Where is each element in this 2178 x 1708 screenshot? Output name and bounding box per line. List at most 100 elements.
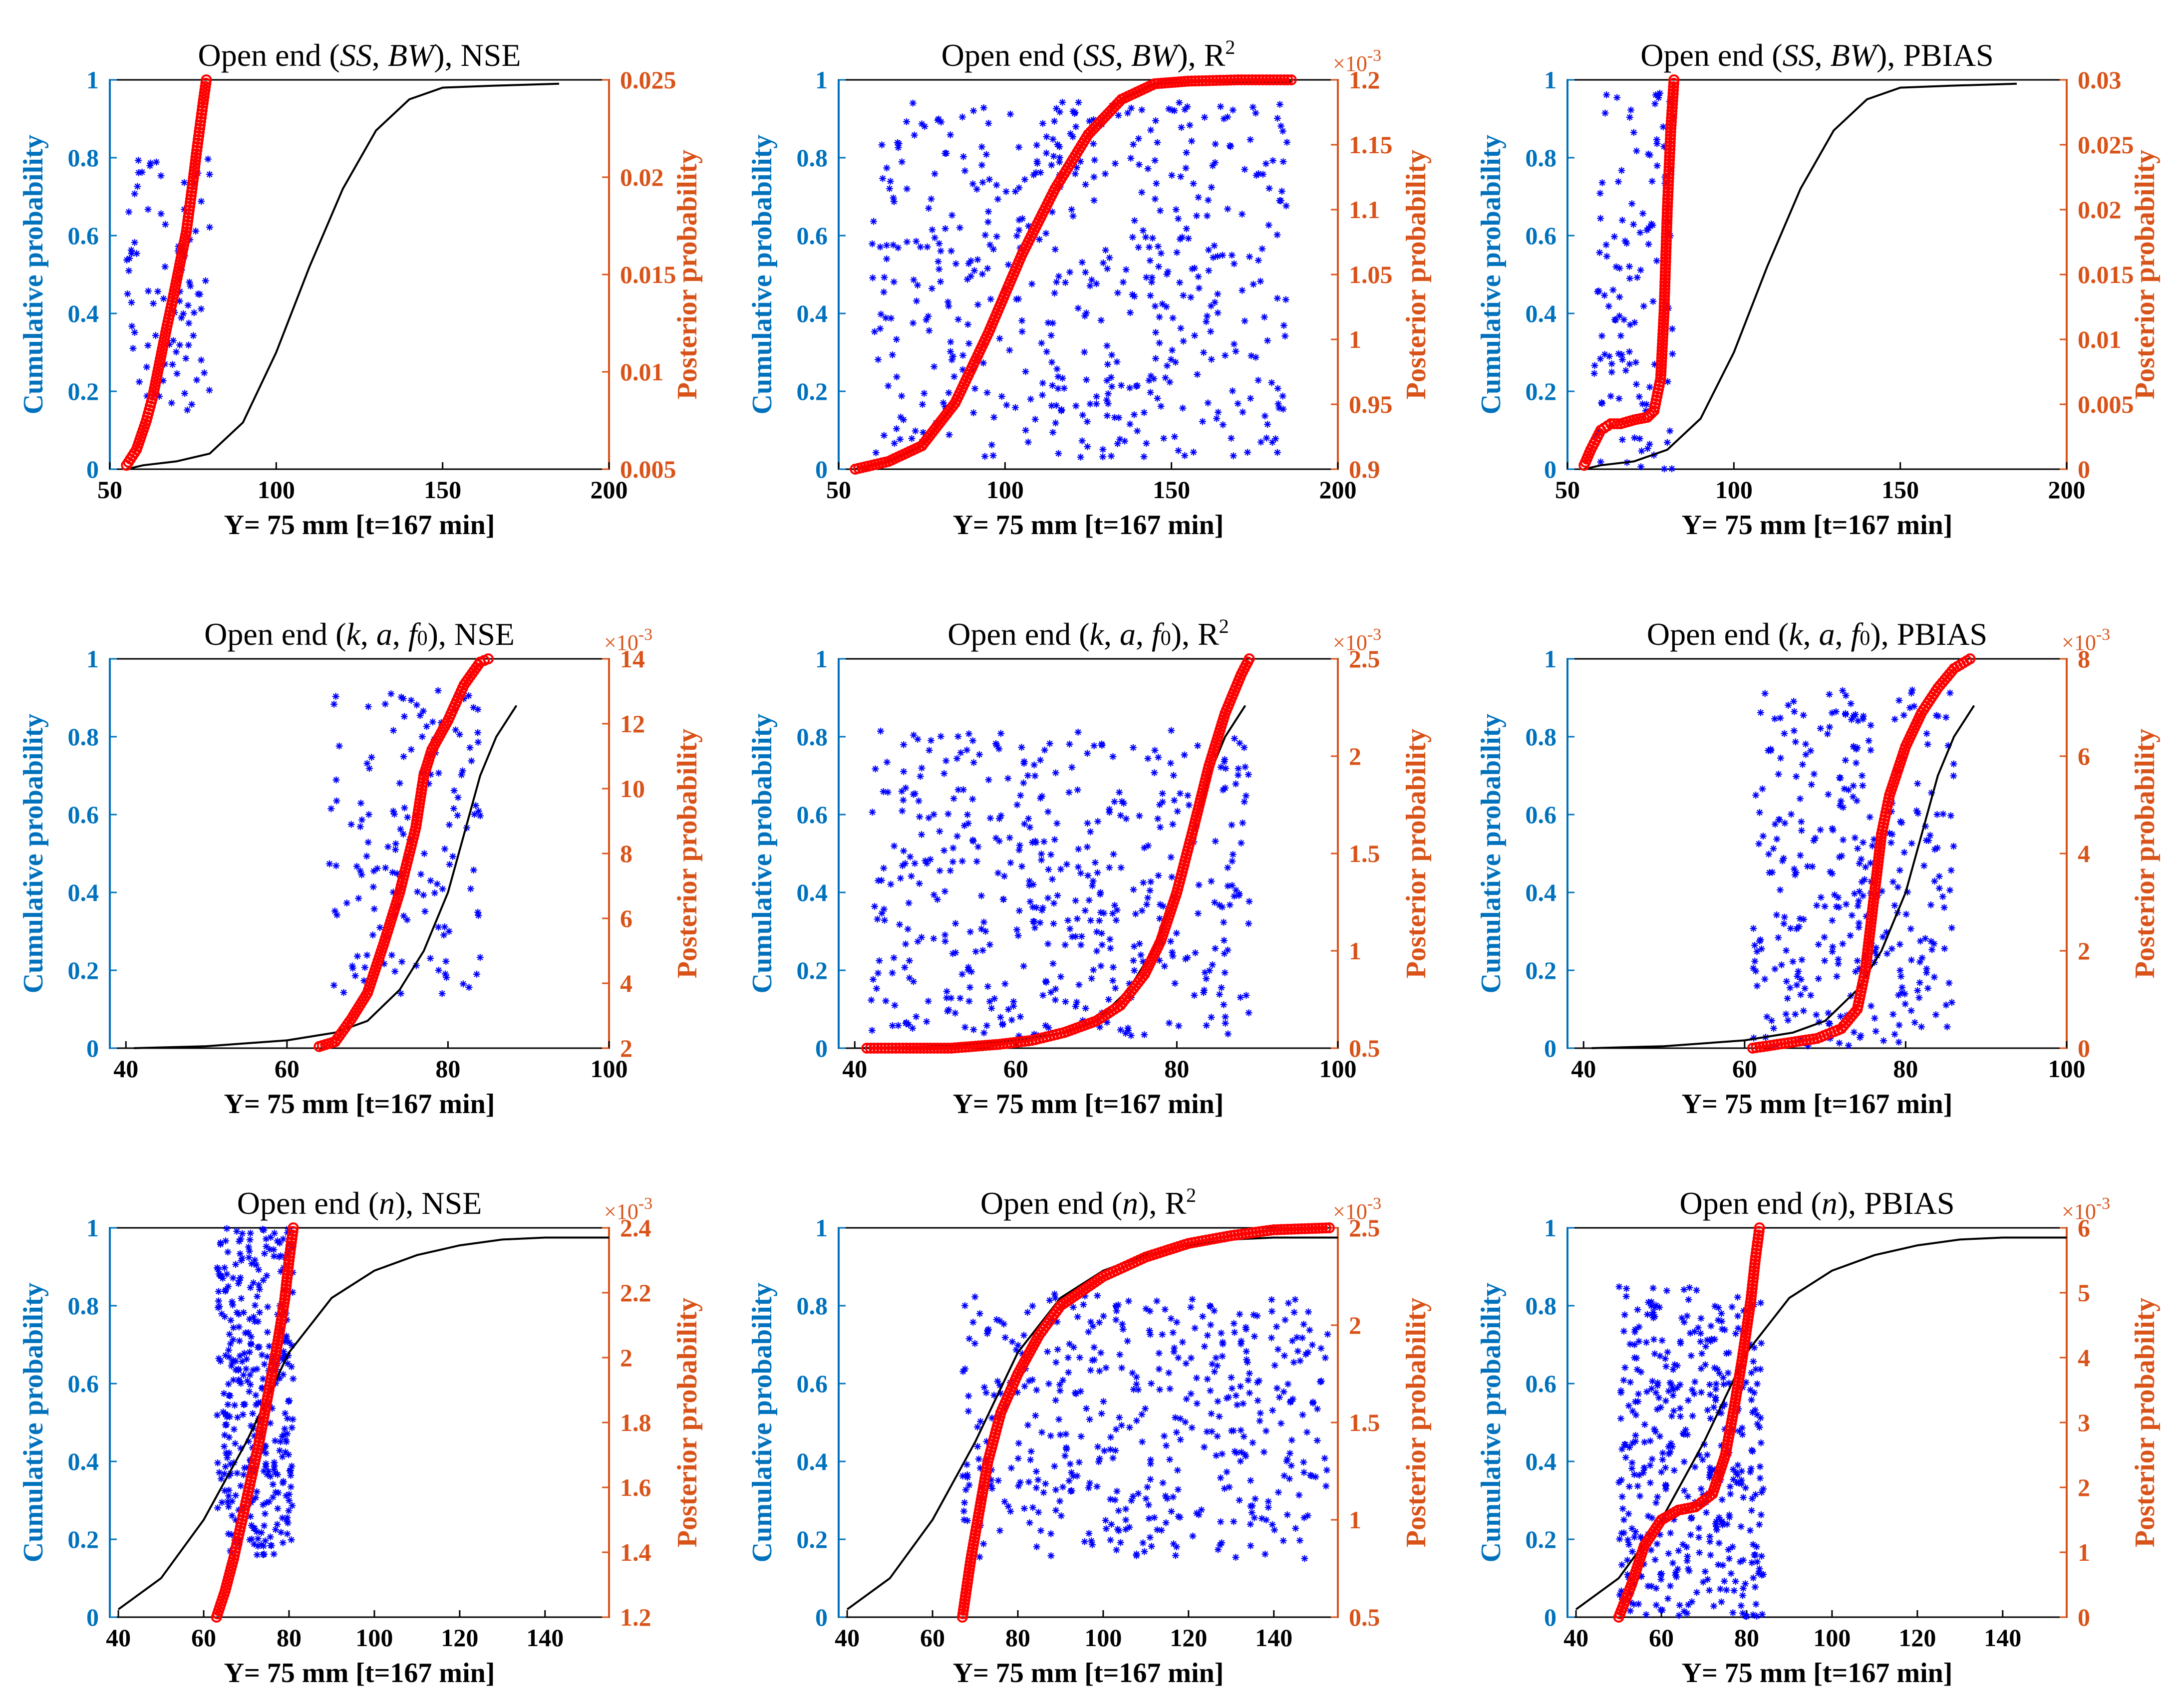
- sample-point: [287, 1472, 295, 1479]
- sample-point: [1724, 1369, 1732, 1377]
- sample-point: [1757, 1439, 1765, 1446]
- sample-point: [176, 341, 184, 349]
- sample-point: [1680, 1286, 1688, 1293]
- sample-point: [1776, 886, 1784, 893]
- sample-point: [1248, 1502, 1256, 1509]
- sample-point: [1043, 133, 1050, 140]
- sample-point: [883, 759, 891, 766]
- sample-point: [1047, 1432, 1054, 1439]
- sample-point: [1675, 1612, 1683, 1619]
- sample-point: [1659, 1456, 1666, 1463]
- sample-point: [420, 850, 428, 857]
- title-prefix: Open end (: [204, 616, 346, 652]
- sample-point: [1746, 1527, 1754, 1534]
- sample-point: [1208, 877, 1215, 885]
- sample-point: [1221, 756, 1229, 763]
- sample-point: [1075, 981, 1083, 988]
- sample-point: [1147, 292, 1154, 299]
- sample-point: [926, 327, 933, 334]
- sample-point: [1212, 838, 1219, 845]
- sample-point: [232, 1491, 240, 1499]
- sample-point: [1737, 1523, 1745, 1530]
- sample-point: [1628, 1548, 1636, 1555]
- sample-point: [1045, 865, 1052, 873]
- sample-point: [1059, 1483, 1067, 1491]
- sample-point: [994, 1378, 1001, 1385]
- sample-point: [1646, 1437, 1654, 1445]
- sample-point: [1626, 1607, 1634, 1615]
- sample-point: [1232, 347, 1240, 355]
- sample-point: [1162, 1492, 1169, 1500]
- x-tick-label: 80: [1893, 1055, 1918, 1083]
- sample-point: [1049, 319, 1056, 327]
- sample-point: [1675, 1547, 1682, 1554]
- sample-point: [1603, 91, 1610, 99]
- sample-point: [1151, 769, 1158, 777]
- sample-point: [1259, 171, 1267, 178]
- sample-point: [1840, 836, 1847, 844]
- sample-point: [1054, 892, 1061, 899]
- sample-point: [1791, 708, 1798, 715]
- sample-point: [1100, 909, 1108, 917]
- sample-point: [283, 1316, 291, 1324]
- title-suffix: ),: [1870, 616, 1896, 652]
- sample-point: [285, 1507, 293, 1514]
- sample-point: [1867, 1002, 1875, 1010]
- posterior-point: [1236, 74, 1247, 85]
- sample-point: [1047, 1552, 1055, 1559]
- y-tick-label: 1: [86, 1214, 99, 1242]
- sample-point: [1704, 1407, 1711, 1414]
- sample-point: [1896, 967, 1904, 974]
- sample-point: [878, 141, 886, 149]
- sample-point: [248, 1535, 256, 1543]
- sample-point: [980, 918, 987, 926]
- sample-point: [1268, 1308, 1275, 1315]
- sample-point: [1648, 1583, 1655, 1590]
- sample-point: [1859, 772, 1866, 780]
- sample-point: [1778, 961, 1785, 969]
- sample-point: [1902, 910, 1910, 918]
- sample-point: [1757, 1299, 1765, 1307]
- sample-point: [1170, 772, 1177, 779]
- sample-point: [1907, 1007, 1915, 1014]
- sample-point: [288, 1342, 296, 1349]
- posterior-point: [883, 1043, 894, 1054]
- sample-point: [1916, 979, 1923, 986]
- y2-multiplier-base: ×10: [1333, 1199, 1367, 1224]
- sample-point: [125, 267, 133, 275]
- sample-point: [923, 316, 930, 323]
- sample-point: [1883, 928, 1890, 936]
- sample-point: [1109, 963, 1117, 971]
- sample-point: [1753, 1612, 1761, 1620]
- posterior-point: [1666, 112, 1677, 124]
- sample-point: [1085, 896, 1093, 904]
- sample-point: [1107, 1495, 1114, 1503]
- sample-point: [263, 1272, 271, 1279]
- sample-point: [143, 392, 151, 400]
- sample-point: [1235, 765, 1242, 772]
- sample-point: [1706, 1533, 1714, 1540]
- sample-point: [1191, 992, 1198, 999]
- posterior-point: [1612, 418, 1623, 429]
- sample-point: [280, 1348, 288, 1355]
- posterior-point: [1661, 211, 1673, 222]
- sample-point: [882, 997, 890, 1005]
- sample-point: [470, 704, 477, 711]
- sample-point: [393, 870, 401, 877]
- sample-point: [1723, 1350, 1730, 1357]
- posterior-point: [1668, 84, 1679, 96]
- sample-point: [1072, 897, 1079, 904]
- sample-point: [252, 1401, 260, 1409]
- sample-point: [1016, 1478, 1024, 1486]
- sample-point: [1135, 1386, 1142, 1394]
- sample-point: [1151, 747, 1159, 754]
- sample-point: [1081, 312, 1089, 319]
- sample-point: [162, 221, 169, 228]
- sample-point: [262, 1449, 270, 1457]
- sample-point: [1044, 894, 1052, 902]
- sample-point: [284, 1430, 291, 1437]
- title-prefix: Open end (: [980, 1185, 1122, 1221]
- sample-point: [1906, 704, 1913, 711]
- sample-point: [1182, 1360, 1190, 1367]
- sample-point: [392, 840, 399, 848]
